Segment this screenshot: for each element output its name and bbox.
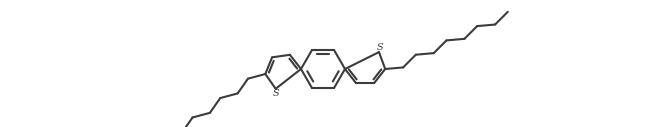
Text: S: S	[377, 43, 383, 52]
Text: S: S	[273, 89, 279, 98]
